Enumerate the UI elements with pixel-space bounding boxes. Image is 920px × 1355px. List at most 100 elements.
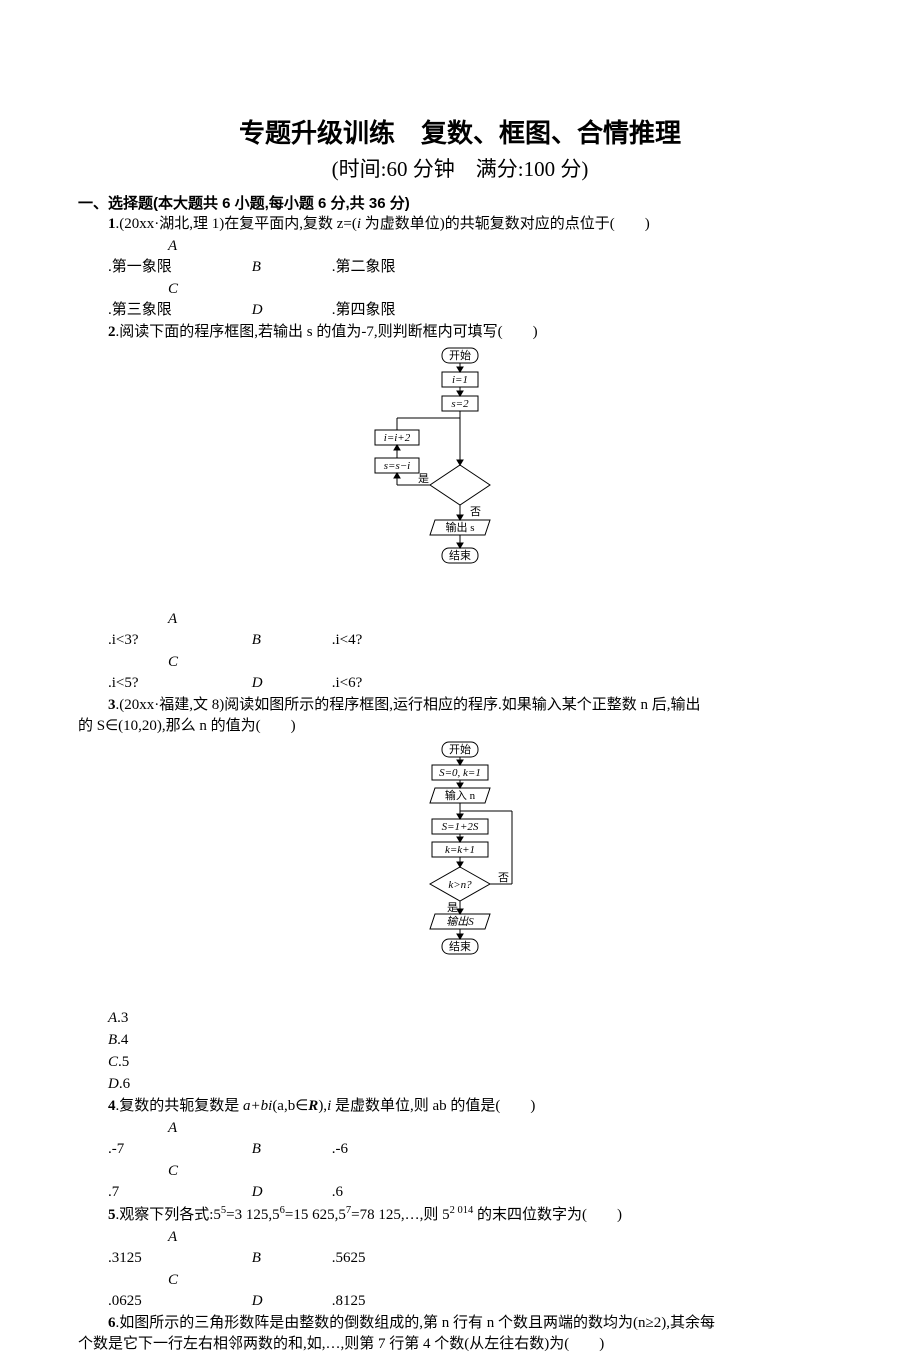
q5-choice-d-label: D xyxy=(222,1291,332,1312)
q2-flowchart-svg: 开始 i=1 s=2 否 i=i+2 s=s−i xyxy=(370,345,550,600)
q5-choice-c: .0625 xyxy=(108,1293,142,1309)
q4-setR: R xyxy=(308,1098,318,1114)
q3-choice-b: .4 xyxy=(117,1032,128,1048)
svg-text:i=1: i=1 xyxy=(452,374,468,386)
svg-text:是: 是 xyxy=(418,472,429,485)
q5-stem: 5.观察下列各式:55=3 125,56=15 625,57=78 125,…,… xyxy=(78,1204,842,1226)
q5-choices-ab: A.3125 B.5625 xyxy=(78,1227,842,1269)
q5-t1: .观察下列各式:5 xyxy=(116,1207,221,1223)
q2-choice-a-label: A xyxy=(138,609,248,630)
q2-flowchart: 开始 i=1 s=2 否 i=i+2 s=s−i xyxy=(78,345,842,607)
q4-mid1: (a,b∈ xyxy=(272,1098,308,1114)
q5-t2: =3 125,5 xyxy=(226,1207,279,1223)
q5-e4: 2 014 xyxy=(450,1205,474,1216)
q1-choice-a: .第一象限 xyxy=(108,259,172,275)
q4-choice-c-label: C xyxy=(138,1161,248,1182)
q5-choice-b: .5625 xyxy=(332,1250,366,1266)
q4-stem: 4.复数的共轭复数是 a+bi(a,b∈R),i 是虚数单位,则 ab 的值是(… xyxy=(78,1096,842,1117)
q4-num: 4 xyxy=(108,1098,116,1114)
q1-choices-cd: C .第三象限 D.第四象限 xyxy=(78,279,842,321)
svg-text:s=2: s=2 xyxy=(451,398,469,410)
svg-text:k=k+1: k=k+1 xyxy=(445,844,475,856)
q1-choice-c: .第三象限 xyxy=(108,302,172,318)
q4-choices-ab: A .-7 B.-6 xyxy=(78,1118,842,1160)
q2-text: .阅读下面的程序框图,若输出 s 的值为-7,则判断框内可填写( ) xyxy=(116,324,538,340)
q3-choice-c-row: C.5 xyxy=(78,1052,842,1073)
svg-text:输出S: 输出S xyxy=(446,915,474,928)
q2-choices-ab: A .i<3? B.i<4? xyxy=(78,609,842,651)
q3-choice-a: .3 xyxy=(117,1010,128,1026)
q3-stem-line2: 的 S∈(10,20),那么 n 的值为( ) xyxy=(78,716,842,737)
q5-choice-d: .8125 xyxy=(332,1293,366,1309)
svg-text:开始: 开始 xyxy=(449,348,471,362)
svg-text:否: 否 xyxy=(470,506,481,518)
q3-choice-c-label: C xyxy=(108,1054,118,1070)
q6-l1: .如图所示的三角形数阵是由整数的倒数组成的,第 n 行有 n 个数且两端的数均为… xyxy=(116,1315,715,1331)
q3-choice-b-row: B.4 xyxy=(78,1030,842,1051)
q2-choice-c: .i<5? xyxy=(108,675,139,691)
q2-choice-b: .i<4? xyxy=(332,632,363,648)
q3-choice-b-label: B xyxy=(108,1032,117,1048)
q4-pre: .复数的共轭复数是 xyxy=(116,1098,244,1114)
q1-choices-ab: A .第一象限 B.第二象限 xyxy=(78,236,842,278)
q4-choice-c: .7 xyxy=(108,1184,119,1200)
q2-choice-d: .i<6? xyxy=(332,675,363,691)
q5-num: 5 xyxy=(108,1207,116,1223)
q1-choice-c-label: C xyxy=(138,279,248,300)
q1-num: 1 xyxy=(108,216,116,232)
q5-choice-c-label: C xyxy=(138,1270,248,1291)
svg-text:否: 否 xyxy=(498,872,509,884)
svg-text:输出 s: 输出 s xyxy=(445,520,474,534)
q6-num: 6 xyxy=(108,1315,116,1331)
q4-choice-b: .-6 xyxy=(332,1141,348,1157)
q3-stem-line1: 3.(20xx·福建,文 8)阅读如图所示的程序框图,运行相应的程序.如果输入某… xyxy=(78,695,842,716)
svg-text:是: 是 xyxy=(447,901,458,914)
q6-stem-line1: 6.如图所示的三角形数阵是由整数的倒数组成的,第 n 行有 n 个数且两端的数均… xyxy=(78,1313,842,1334)
page-subtitle: (时间:60 分钟 满分:100 分) xyxy=(78,155,842,184)
q1-choice-d: .第四象限 xyxy=(332,302,396,318)
q3-flowchart-svg: 开始 S=0, k=1 输入 n S=1+2S k=k+1 k>n? 否 xyxy=(390,739,530,999)
q4-choices-cd: C.7 D.6 xyxy=(78,1161,842,1203)
q5-t4: =78 125,…,则 5 xyxy=(351,1207,449,1223)
q4-post: 是虚数单位,则 ab 的值是( ) xyxy=(331,1098,535,1114)
page-title: 专题升级训练 复数、框图、合情推理 xyxy=(78,115,842,151)
q1-stem: 1.(20xx·湖北,理 1)在复平面内,复数 z=(i 为虚数单位)的共轭复数… xyxy=(78,214,842,235)
q4-expr1: a+b xyxy=(243,1098,268,1114)
q2-choice-b-label: B xyxy=(222,630,332,651)
q5-choices-cd: C .0625 D.8125 xyxy=(78,1270,842,1312)
q3-choice-d-row: D.6 xyxy=(78,1074,842,1095)
q4-choice-a: .-7 xyxy=(108,1141,124,1157)
q2-choice-a: .i<3? xyxy=(108,632,139,648)
q4-choice-a-label: A xyxy=(138,1118,248,1139)
q3-choice-c: .5 xyxy=(118,1054,129,1070)
q2-choices-cd: C .i<5? D.i<6? xyxy=(78,652,842,694)
q1-choice-b: .第二象限 xyxy=(332,259,396,275)
page-root: 专题升级训练 复数、框图、合情推理 (时间:60 分钟 满分:100 分) 一、… xyxy=(0,0,920,1302)
svg-text:i=i+2: i=i+2 xyxy=(384,432,411,444)
q2-num: 2 xyxy=(108,324,116,340)
svg-text:s=s−i: s=s−i xyxy=(384,460,410,472)
q3-choice-d: .6 xyxy=(119,1076,130,1092)
q2-choice-c-label: C xyxy=(138,652,248,673)
q3-flowchart: 开始 S=0, k=1 输入 n S=1+2S k=k+1 k>n? 否 xyxy=(78,739,842,1006)
svg-text:结束: 结束 xyxy=(449,940,471,953)
q1-choice-d-label: D xyxy=(222,300,332,321)
q6-stem-line2: 个数是它下一行左右相邻两数的和,如,…,则第 7 行第 4 个数(从左往右数)为… xyxy=(78,1334,842,1355)
q3-text-pre: .(20xx·福建,文 8)阅读如图所示的程序框图,运行相应的程序.如果输入某个… xyxy=(116,697,701,713)
q3-choice-a-row: A.3 xyxy=(78,1008,842,1029)
q5-choice-a-label: A xyxy=(138,1227,248,1248)
q3-choice-a-label: A xyxy=(108,1010,117,1026)
q3-num: 3 xyxy=(108,697,116,713)
q1-text-pre: .(20xx·湖北,理 1)在复平面内,复数 z=( xyxy=(116,216,357,232)
q4-choice-b-label: B xyxy=(222,1139,332,1160)
svg-text:k>n?: k>n? xyxy=(448,879,472,891)
q2-stem: 2.阅读下面的程序框图,若输出 s 的值为-7,则判断框内可填写( ) xyxy=(78,322,842,343)
q3-choice-d-label: D xyxy=(108,1076,119,1092)
section-1-heading: 一、选择题(本大题共 6 小题,每小题 6 分,共 36 分) xyxy=(78,193,842,214)
svg-text:开始: 开始 xyxy=(449,742,471,756)
q5-choice-b-label: B xyxy=(222,1248,332,1269)
q1-choice-a-label: A xyxy=(138,236,248,257)
q4-mid2: ), xyxy=(318,1098,327,1114)
q1-choice-b-label: B xyxy=(222,257,332,278)
q2-choice-d-label: D xyxy=(222,673,332,694)
